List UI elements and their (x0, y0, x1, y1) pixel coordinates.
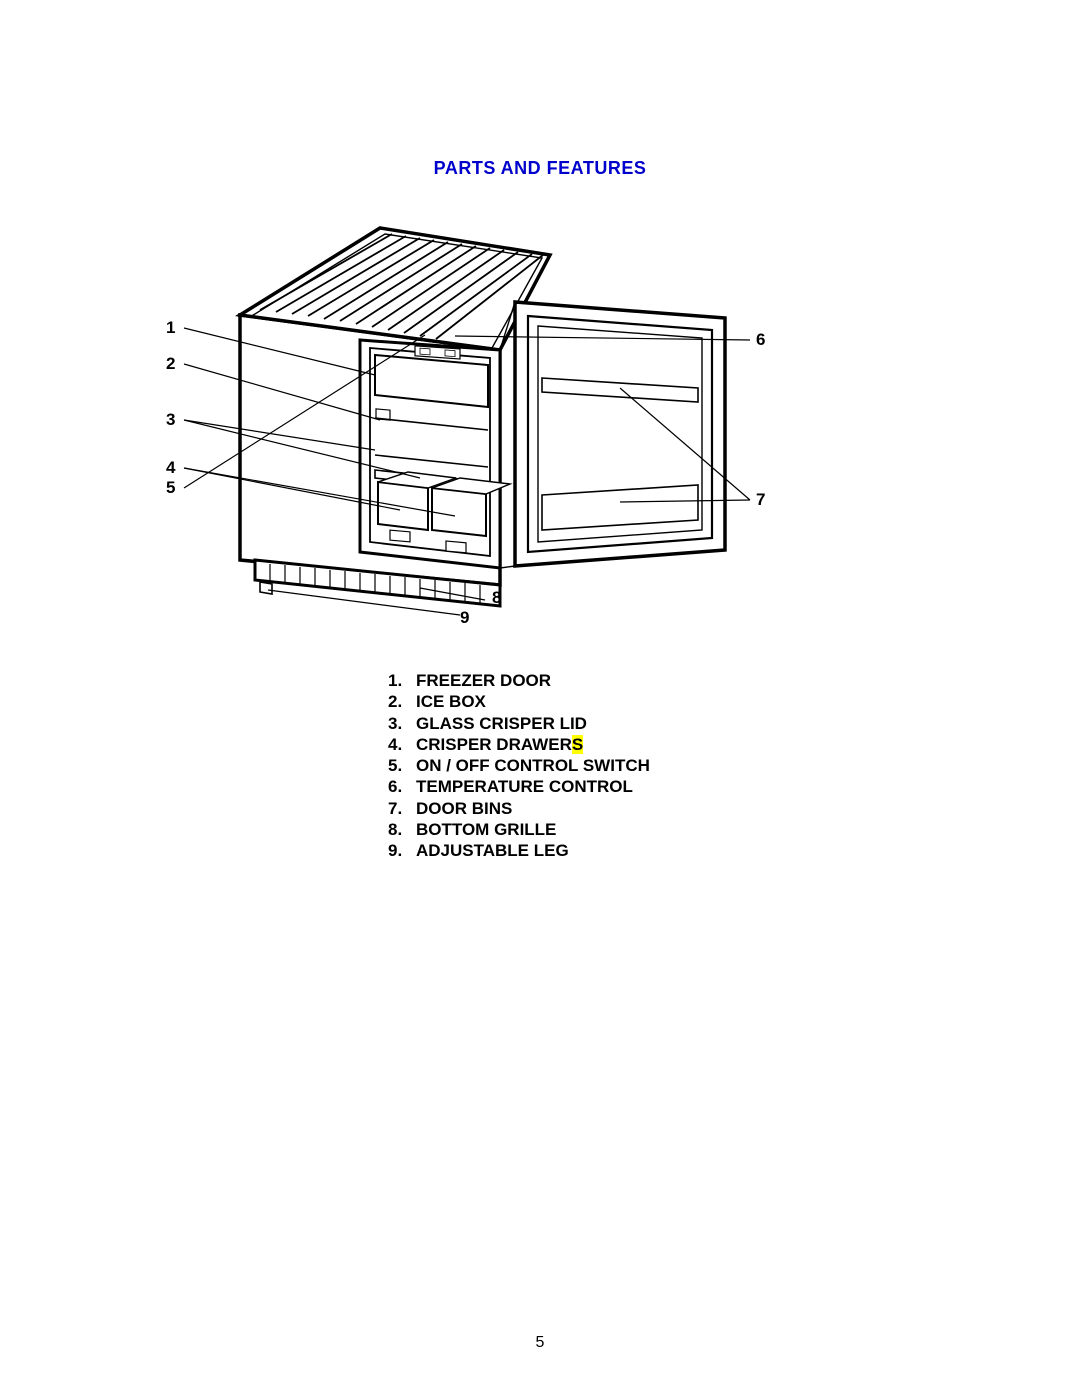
callout-7: 7 (756, 490, 765, 510)
callout-3: 3 (166, 410, 175, 430)
part-label: ICE BOX (416, 691, 486, 712)
part-number: 6. (388, 776, 416, 797)
page-number: 5 (0, 1334, 1080, 1352)
part-number: 4. (388, 734, 416, 755)
parts-list-item: 8. BOTTOM GRILLE (388, 819, 650, 840)
parts-list-item: 3. GLASS CRISPER LID (388, 713, 650, 734)
parts-list-item: 7. DOOR BINS (388, 798, 650, 819)
callout-2: 2 (166, 354, 175, 374)
part-number: 9. (388, 840, 416, 861)
part-number: 8. (388, 819, 416, 840)
part-number: 5. (388, 755, 416, 776)
part-label: ON / OFF CONTROL SWITCH (416, 755, 650, 776)
parts-list-item: 2. ICE BOX (388, 691, 650, 712)
part-number: 2. (388, 691, 416, 712)
part-number: 3. (388, 713, 416, 734)
part-number: 7. (388, 798, 416, 819)
part-label: FREEZER DOOR (416, 670, 551, 691)
parts-list-item: 1. FREEZER DOOR (388, 670, 650, 691)
parts-list-item: 5. ON / OFF CONTROL SWITCH (388, 755, 650, 776)
callout-6: 6 (756, 330, 765, 350)
callout-1: 1 (166, 318, 175, 338)
section-title: PARTS AND FEATURES (0, 158, 1080, 179)
part-label: ADJUSTABLE LEG (416, 840, 569, 861)
part-label: TEMPERATURE CONTROL (416, 776, 633, 797)
callout-4: 4 (166, 458, 175, 478)
part-label: DOOR BINS (416, 798, 512, 819)
parts-list: 1. FREEZER DOOR 2. ICE BOX 3. GLASS CRIS… (388, 670, 650, 861)
part-label: GLASS CRISPER LID (416, 713, 587, 734)
callout-8: 8 (492, 588, 501, 608)
callout-9: 9 (460, 608, 469, 628)
parts-list-item: 4. CRISPER DRAWERS (388, 734, 650, 755)
parts-diagram: 1 2 3 4 5 6 7 8 9 (160, 220, 780, 630)
parts-list-item: 9. ADJUSTABLE LEG (388, 840, 650, 861)
parts-list-item: 6. TEMPERATURE CONTROL (388, 776, 650, 797)
part-label: BOTTOM GRILLE (416, 819, 556, 840)
part-label: CRISPER DRAWERS (416, 734, 583, 755)
page: PARTS AND FEATURES (0, 0, 1080, 1397)
part-number: 1. (388, 670, 416, 691)
callout-5: 5 (166, 478, 175, 498)
